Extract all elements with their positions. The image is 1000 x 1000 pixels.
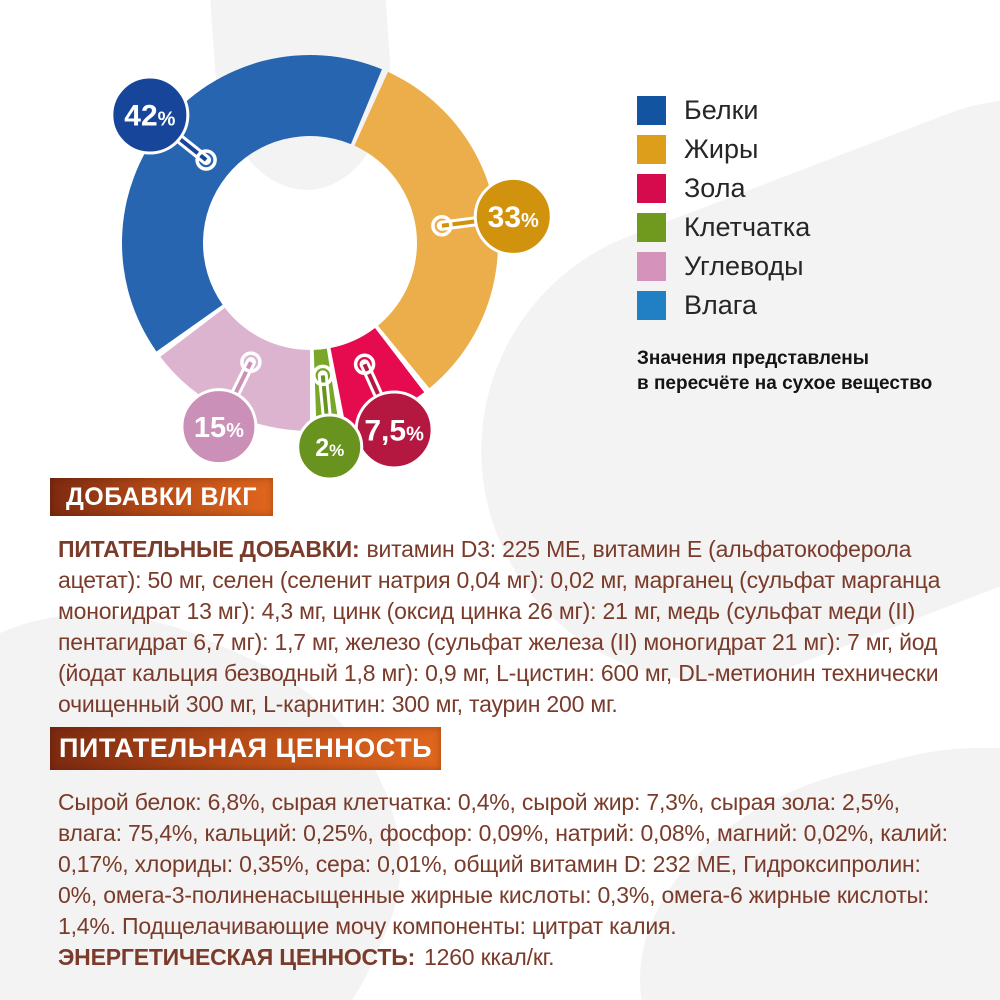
legend-label: Углеводы <box>684 251 804 281</box>
legend-item: Углеводы <box>637 251 810 281</box>
legend-swatch-icon <box>637 213 666 242</box>
legend-swatch-icon <box>637 135 666 164</box>
legend-label: Жиры <box>684 134 759 164</box>
section-header-nutrition-label: ПИТАТЕЛЬНАЯ ЦЕННОСТЬ <box>59 733 432 763</box>
donut-slice-0 <box>354 71 498 389</box>
legend-label: Клетчатка <box>684 212 811 242</box>
legend-item: Клетчатка <box>637 212 811 242</box>
percent-label: 33% <box>488 201 539 234</box>
legend-item: Жиры <box>637 134 810 164</box>
energy-label: ЭНЕРГЕТИЧЕСКАЯ ЦЕННОСТЬ: <box>58 944 416 970</box>
percent-label: 7,5% <box>364 415 424 448</box>
legend-label: Белки <box>684 95 759 125</box>
legend-swatch-icon <box>637 96 666 125</box>
legend-item: Белки <box>637 95 810 125</box>
section-header-additives-label: ДОБАВКИ В/КГ <box>66 482 257 511</box>
percent-bubble-4 <box>110 75 190 155</box>
chart-note: Значения представлены в пересчёте на сух… <box>637 348 933 394</box>
energy-value: 1260 ккал/кг. <box>424 944 555 970</box>
percent-bubble-3 <box>180 388 258 466</box>
legend-label: Влага <box>684 290 758 320</box>
legend-swatch-icon <box>637 174 666 203</box>
callout-dot <box>431 214 453 237</box>
percent-bubble-2 <box>296 413 364 481</box>
callout-dot <box>353 353 376 376</box>
legend-item: Зола <box>637 173 810 203</box>
section-header-nutrition: ПИТАТЕЛЬНАЯ ЦЕННОСТЬ <box>50 727 441 770</box>
percent-label: 15% <box>194 412 244 444</box>
percent-label: 42% <box>124 100 175 133</box>
callout-dot <box>312 364 334 387</box>
additives-paragraph: ПИТАТЕЛЬНЫЕ ДОБАВКИ: витамин D3: 225 МЕ, … <box>58 534 948 720</box>
chart-legend: Белки Жиры Зола Клетчатка Углеводы Влага <box>637 95 811 320</box>
nutrition-text: Сырой белок: 6,8%, сырая клетчатка: 0,4%… <box>58 789 948 939</box>
nutrition-paragraph: Сырой белок: 6,8%, сырая клетчатка: 0,4%… <box>58 787 948 973</box>
donut-slice-4 <box>122 54 382 352</box>
percent-bubble-0 <box>473 176 553 256</box>
donut-slice-3 <box>160 307 311 431</box>
callout-dot <box>240 351 262 373</box>
percent-label: 2% <box>315 434 344 462</box>
legend-label: Зола <box>684 173 746 203</box>
legend-item: Влага <box>637 290 810 320</box>
additives-text: витамин D3: 225 МЕ, витамин Е (альфатоко… <box>58 536 941 717</box>
callout-dot <box>195 149 217 171</box>
additives-lead: ПИТАТЕЛЬНЫЕ ДОБАВКИ: <box>58 536 360 562</box>
legend-swatch-icon <box>637 291 666 320</box>
legend-swatch-icon <box>637 252 666 281</box>
section-header-additives: ДОБАВКИ В/КГ <box>50 478 273 516</box>
donut-chart: 33% 7,5% 2% 15% 42% <box>110 54 553 481</box>
